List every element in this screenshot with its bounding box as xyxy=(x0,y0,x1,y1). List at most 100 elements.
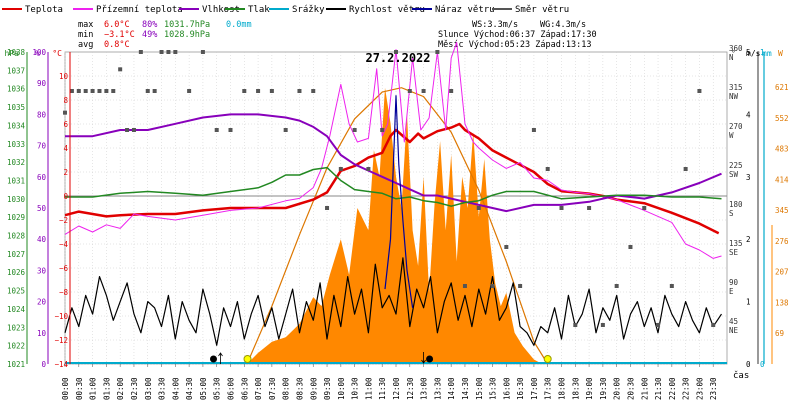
temp-axis-tick-label: 6 xyxy=(63,120,68,129)
x-tick-label: 20:30 xyxy=(626,377,635,400)
hpa-axis-tick-label: 1033 xyxy=(7,140,25,149)
stat-max-temp: 6.0°C xyxy=(104,20,130,30)
wind-direction-point xyxy=(587,206,592,210)
hpa-axis-tick-label: 1036 xyxy=(7,85,26,94)
x-tick-label: 05:00 xyxy=(199,377,208,400)
wind-direction-point xyxy=(76,89,81,93)
x-tick-label: 00:30 xyxy=(75,377,84,400)
temp-axis-tick-label: −4 xyxy=(59,240,69,249)
x-tick-label: 18:30 xyxy=(571,377,580,400)
dir-tick-label: 225 xyxy=(729,161,743,170)
mm-tick-label: 0 xyxy=(760,360,765,369)
x-tick-label: 03:00 xyxy=(144,377,153,400)
wm2-tick-label: 138 xyxy=(775,298,789,307)
x-tick-label: 20:00 xyxy=(613,377,622,400)
series-layer xyxy=(63,41,727,364)
stat-max-press: 1031.7hPa xyxy=(164,20,210,30)
wind-direction-point xyxy=(656,323,661,327)
wind-direction-point xyxy=(138,50,143,54)
moonset-marker xyxy=(426,355,434,363)
mm-tick-label: 1 xyxy=(760,48,765,57)
wind-direction-point xyxy=(90,89,95,93)
x-tick-label: 04:00 xyxy=(171,377,180,400)
legend-label: Srážky xyxy=(292,5,325,15)
series-rychlost-v-tru xyxy=(64,257,722,346)
wind-direction-point xyxy=(166,50,171,54)
moonset-arrow xyxy=(421,352,426,364)
x-tick-label: 09:30 xyxy=(323,377,332,400)
wind-direction-point xyxy=(200,50,205,54)
wind-direction-point xyxy=(476,206,481,210)
wind-direction-point xyxy=(173,50,178,54)
x-tick-label: 13:30 xyxy=(433,377,442,400)
wind-direction-point xyxy=(97,89,102,93)
dir-tick-label: 135 xyxy=(729,239,743,248)
wind-direction-point xyxy=(131,128,136,132)
x-tick-label: 07:30 xyxy=(268,377,277,400)
x-tick-label: 23:30 xyxy=(709,377,718,400)
ms-tick-label: 4 xyxy=(746,110,751,119)
wm2-tick-label: 621 xyxy=(775,83,789,92)
stat-max-hum: 80% xyxy=(142,20,157,30)
ms-axis-label: m/s xyxy=(746,49,761,58)
x-tick-label: 05:30 xyxy=(213,377,222,400)
dir-compass-label: N xyxy=(729,53,734,62)
temp-axis-tick-label: 0 xyxy=(63,192,68,201)
stats-block: max 6.0°C 80% 1031.7hPa 0.0mm min −3.1°C… xyxy=(78,20,252,50)
wind-direction-point xyxy=(159,50,164,54)
wm2-tick-label: 69 xyxy=(775,329,784,338)
pct-axis-tick-label: 70 xyxy=(37,142,47,151)
hpa-axis-tick-label: 1034 xyxy=(7,121,26,130)
hpa-axis-tick-label: 1028 xyxy=(7,232,26,241)
stat-max-rain: 0.0mm xyxy=(226,20,252,30)
pct-axis-tick-label: 100 xyxy=(32,48,46,57)
temp-axis-tick-label: 4 xyxy=(63,144,68,153)
wind-direction-point xyxy=(628,245,633,249)
legend-label: Tlak xyxy=(248,5,270,15)
hpa-axis-tick-label: 1030 xyxy=(7,195,26,204)
dir-compass-label: SE xyxy=(729,248,739,257)
wind-direction-point xyxy=(559,206,564,210)
dir-tick-label: 270 xyxy=(729,122,743,131)
dir-compass-label: W xyxy=(729,131,734,140)
legend-item-vlhkost: Vlhkost xyxy=(179,5,240,15)
wind-direction-point xyxy=(104,89,109,93)
legend-label: Náraz větru xyxy=(435,5,495,15)
wind-direction-point xyxy=(600,323,605,327)
wind-direction-point xyxy=(697,89,702,93)
theoretical-sun-line xyxy=(246,87,549,365)
x-tick-label: 16:30 xyxy=(516,377,525,400)
dir-compass-label: NE xyxy=(729,326,739,335)
pct-axis-tick-label: 30 xyxy=(37,266,47,275)
temp-axis-label: °C xyxy=(52,49,62,58)
dir-compass-label: NW xyxy=(729,92,739,101)
x-tick-label: 21:00 xyxy=(640,377,649,400)
dir-tick-label: 360 xyxy=(729,44,743,53)
hpa-axis-tick-label: 1035 xyxy=(7,103,25,112)
wind-direction-point xyxy=(338,167,343,171)
x-tick-label: 08:30 xyxy=(295,377,304,400)
stat-min-hum: 49% xyxy=(142,30,157,40)
hpa-axis-tick-label: 1025 xyxy=(7,287,25,296)
x-tick-label: 07:00 xyxy=(254,377,263,400)
hpa-axis-tick-label: 1038 xyxy=(7,48,26,57)
x-tick-label: 04:30 xyxy=(185,377,194,400)
wind-direction-point xyxy=(118,67,123,72)
wind-direction-point xyxy=(111,89,116,93)
info-moon: Měsíc Východ:05:23 Západ:13:13 xyxy=(438,40,592,50)
wind-direction-point xyxy=(297,89,302,93)
legend-label: Směr větru xyxy=(515,5,569,15)
wind-direction-point xyxy=(462,284,467,288)
temp-axis-tick-label: −12 xyxy=(54,336,68,345)
x-tick-label: 22:00 xyxy=(668,377,677,400)
sunrise-marker xyxy=(243,355,252,363)
x-tick-label: 14:00 xyxy=(447,377,456,400)
wind-direction-point xyxy=(256,89,261,93)
stat-min-label: min xyxy=(78,30,93,40)
hpa-axis-label: hPa xyxy=(5,49,20,58)
x-tick-label: 16:00 xyxy=(502,377,511,400)
wm2-tick-label: 414 xyxy=(775,175,789,184)
dir-compass-label: S xyxy=(729,209,734,218)
x-tick-label: 21:30 xyxy=(654,377,663,400)
moonrise-marker xyxy=(209,355,217,363)
